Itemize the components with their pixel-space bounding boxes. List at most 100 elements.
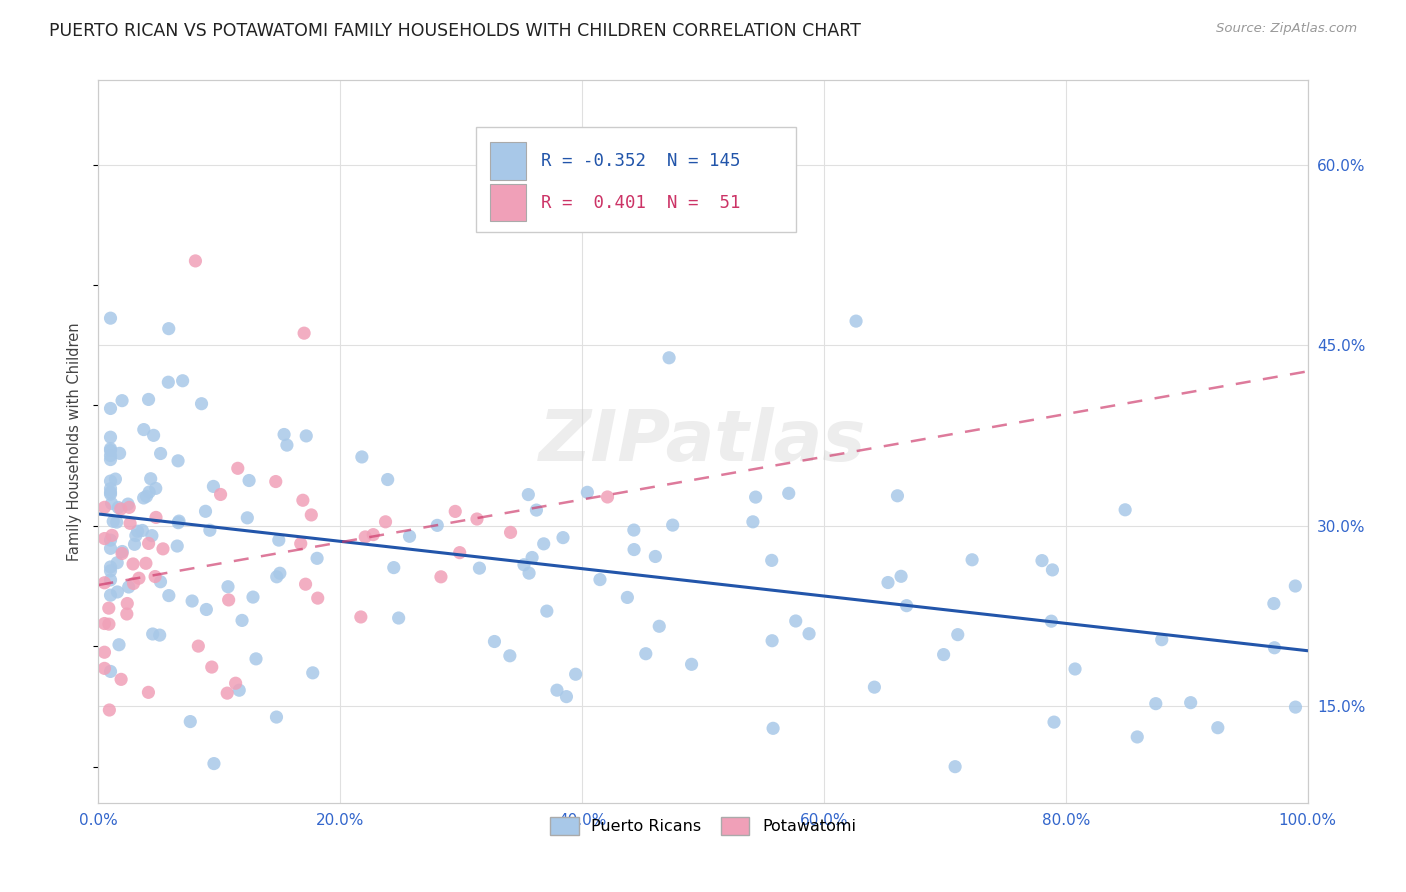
Point <box>499 525 522 540</box>
Point <box>555 690 578 704</box>
Text: ZIPatlas: ZIPatlas <box>540 407 866 476</box>
Point <box>100 442 122 456</box>
Point <box>744 490 766 504</box>
Point <box>797 626 820 640</box>
Point <box>1126 730 1149 744</box>
Point <box>761 633 783 648</box>
Point <box>110 673 132 687</box>
Point <box>238 474 260 488</box>
Point <box>184 253 207 268</box>
Point <box>131 524 153 538</box>
Point <box>361 527 384 541</box>
Point <box>138 485 160 500</box>
Point <box>118 580 141 594</box>
Point <box>266 570 288 584</box>
Point <box>100 533 122 548</box>
Point <box>100 452 122 467</box>
Point <box>97 601 120 615</box>
Point <box>117 497 139 511</box>
Point <box>93 645 115 659</box>
Bar <box>491 184 526 221</box>
Point <box>127 524 149 539</box>
Point <box>225 676 247 690</box>
Point <box>115 607 138 621</box>
Point <box>128 571 150 585</box>
Point <box>536 604 558 618</box>
Point <box>138 392 160 407</box>
Point <box>517 487 540 501</box>
Point <box>1263 597 1285 611</box>
Point <box>465 512 488 526</box>
Point <box>1263 640 1285 655</box>
Point <box>100 430 122 444</box>
Point <box>648 619 671 633</box>
Point <box>100 401 122 416</box>
Point <box>623 523 645 537</box>
Point <box>1042 563 1064 577</box>
Point <box>100 311 122 326</box>
Point <box>294 577 316 591</box>
Point <box>100 541 122 556</box>
Point <box>943 760 966 774</box>
Point <box>157 589 180 603</box>
Point <box>111 547 134 561</box>
Point <box>195 602 218 616</box>
Point <box>100 564 122 578</box>
Point <box>149 628 172 642</box>
Point <box>267 533 290 548</box>
Point <box>152 541 174 556</box>
Point <box>291 493 314 508</box>
Point <box>157 375 180 389</box>
Point <box>181 594 204 608</box>
Point <box>145 510 167 524</box>
Point <box>596 490 619 504</box>
Point <box>138 536 160 550</box>
Point <box>273 427 295 442</box>
Point <box>93 532 115 546</box>
Point <box>526 503 548 517</box>
Point <box>194 504 217 518</box>
Point <box>307 591 329 606</box>
Point <box>681 657 703 672</box>
Point <box>576 485 599 500</box>
Point <box>172 374 194 388</box>
Point <box>111 544 134 558</box>
Point <box>377 473 399 487</box>
Text: R =  0.401  N =  51: R = 0.401 N = 51 <box>541 194 741 211</box>
Point <box>105 515 128 529</box>
Point <box>110 502 132 516</box>
Point <box>100 573 122 587</box>
Bar <box>491 142 526 179</box>
Point <box>1150 632 1173 647</box>
Point <box>209 487 232 501</box>
Point <box>1206 721 1229 735</box>
Point <box>946 627 969 641</box>
Point <box>100 560 122 574</box>
Point <box>100 443 122 458</box>
Point <box>658 351 681 365</box>
Point <box>301 665 323 680</box>
Point <box>644 549 666 564</box>
Point <box>932 648 955 662</box>
Point <box>167 516 190 530</box>
Point <box>125 528 148 542</box>
Point <box>863 680 886 694</box>
Text: Source: ZipAtlas.com: Source: ZipAtlas.com <box>1216 22 1357 36</box>
Point <box>665 194 688 208</box>
Bar <box>475 128 796 232</box>
Point <box>1031 553 1053 567</box>
Point <box>135 489 157 503</box>
Point <box>299 508 322 522</box>
Point <box>290 536 312 550</box>
Point <box>107 500 129 515</box>
Point <box>264 475 287 489</box>
Point <box>190 397 212 411</box>
Y-axis label: Family Households with Children: Family Households with Children <box>67 322 83 561</box>
Point <box>1043 715 1066 730</box>
Point <box>564 667 586 681</box>
Point <box>100 665 122 679</box>
Point <box>245 652 267 666</box>
Point <box>741 515 763 529</box>
Point <box>149 446 172 460</box>
Point <box>661 518 683 533</box>
